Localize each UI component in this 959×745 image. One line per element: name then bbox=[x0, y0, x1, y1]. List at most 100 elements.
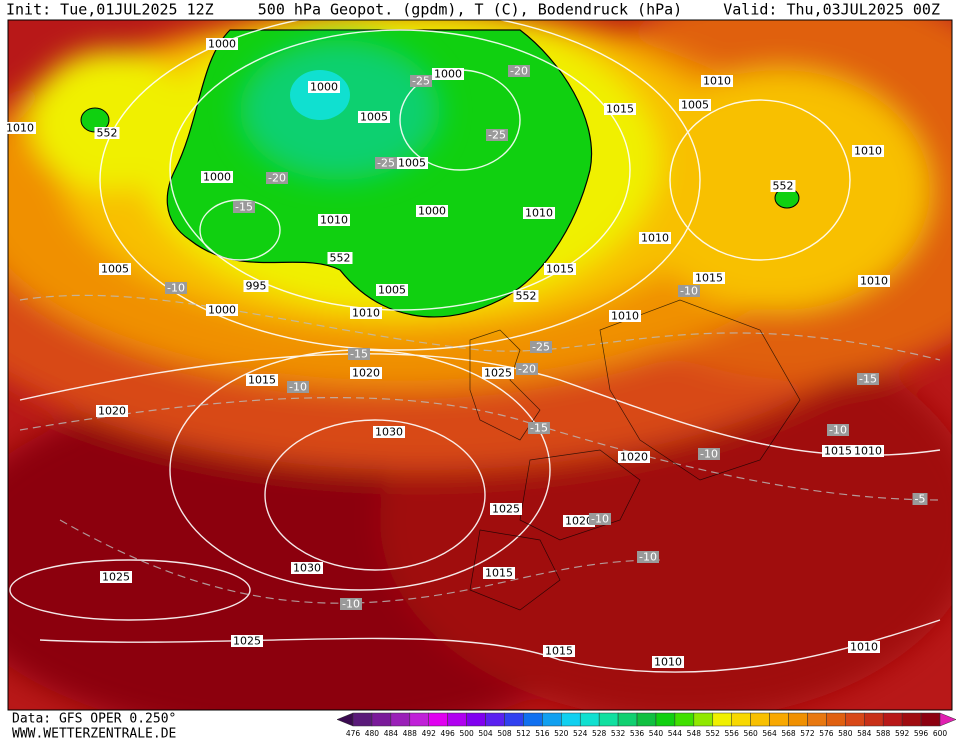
pressure-label: 1025 bbox=[492, 503, 520, 516]
colorbar-swatch bbox=[826, 712, 846, 727]
colorbar-label: 584 bbox=[857, 729, 872, 738]
colorbar-label: 588 bbox=[876, 729, 891, 738]
colorbar-swatch bbox=[807, 712, 827, 727]
pressure-label-group: 1010 bbox=[652, 656, 684, 669]
pressure-label-group: 1025 bbox=[231, 635, 263, 648]
colorbar-label: 508 bbox=[497, 729, 512, 738]
pressure-label-group: 1000 bbox=[416, 205, 448, 218]
temperature-label-box bbox=[165, 282, 187, 294]
pressure-label-box bbox=[822, 445, 854, 457]
colorbar-label: 572 bbox=[800, 729, 815, 738]
pressure-label-group: 1000 bbox=[201, 171, 233, 184]
pressure-label-box bbox=[679, 99, 711, 111]
temperature-label: -25 bbox=[377, 157, 395, 170]
pressure-label: 1010 bbox=[611, 310, 639, 323]
temperature-label: -20 bbox=[510, 65, 528, 78]
colorbar-swatch bbox=[542, 712, 562, 727]
pressure-label: 1010 bbox=[860, 275, 888, 288]
colorbar-label: 476 bbox=[346, 729, 361, 738]
colorbar-swatch bbox=[447, 712, 467, 727]
pressure-label: 1010 bbox=[703, 75, 731, 88]
pressure-label-box bbox=[318, 214, 350, 226]
height-label: 552 bbox=[97, 127, 118, 140]
colorbar-swatch bbox=[352, 712, 373, 727]
colorbar-label: 516 bbox=[535, 729, 550, 738]
pressure-label-box bbox=[848, 641, 880, 653]
pressure-label-group: 1010 bbox=[852, 145, 884, 158]
temperature-label-box bbox=[340, 598, 362, 610]
colorbar-swatch bbox=[617, 712, 638, 727]
pressure-label-box bbox=[652, 656, 684, 668]
pressure-label: 1010 bbox=[320, 214, 348, 227]
pressure-label: 1015 bbox=[485, 567, 513, 580]
temperature-label-box bbox=[486, 129, 508, 141]
map-labels: 1000 1000 1000 1005 1005 1000 1010 1000 1010 995 1… bbox=[4, 38, 928, 669]
temperature-label-box bbox=[857, 373, 879, 385]
pressure-label: 1000 bbox=[418, 205, 446, 218]
pressure-label: 1005 bbox=[360, 111, 388, 124]
colorbar-swatch bbox=[371, 712, 392, 727]
colorbar-label: 560 bbox=[743, 729, 758, 738]
pressure-label: 1020 bbox=[565, 515, 593, 528]
pressure-label-group: 1030 bbox=[291, 562, 323, 575]
colorbar-swatch bbox=[504, 712, 524, 727]
temperature-label-group: -15 bbox=[857, 373, 879, 386]
height-label-box bbox=[94, 127, 120, 139]
temperature-label: -10 bbox=[700, 448, 718, 461]
colorbar-label: 580 bbox=[838, 729, 853, 738]
pressure-label: 1010 bbox=[352, 307, 380, 320]
pressure-label-box bbox=[523, 207, 555, 219]
height-label: 552 bbox=[773, 180, 794, 193]
pressure-label-box bbox=[4, 122, 36, 134]
temperature-label: -15 bbox=[530, 422, 548, 435]
height-label-group: 552 bbox=[513, 290, 539, 303]
pressure-label: 1015 bbox=[824, 445, 852, 458]
temperature-label-box bbox=[698, 448, 720, 460]
pressure-label-group: 1030 bbox=[373, 426, 405, 439]
temperature-label-group: -25 bbox=[410, 75, 432, 88]
pressure-label-group: 1010 bbox=[848, 641, 880, 654]
temperature-label-group: -10 bbox=[678, 285, 700, 298]
pressure-label: 1025 bbox=[484, 367, 512, 380]
colorbar-label: 492 bbox=[422, 729, 437, 738]
temperature-label: -10 bbox=[342, 598, 360, 611]
temperature-label-box bbox=[528, 422, 550, 434]
temperature-label-group: -25 bbox=[375, 157, 397, 170]
temperature-label-group: -10 bbox=[589, 513, 611, 526]
pressure-label: 1000 bbox=[203, 171, 231, 184]
pressure-label-group: 1010 bbox=[701, 75, 733, 88]
height-label-box bbox=[327, 252, 353, 264]
pressure-label: 1010 bbox=[854, 445, 882, 458]
pressure-label-group: 1000 bbox=[432, 68, 464, 81]
colorbar-swatch bbox=[769, 712, 789, 727]
colorbar-high-arrow bbox=[939, 712, 957, 727]
pressure-label: 1020 bbox=[620, 451, 648, 464]
temperature-label: -10 bbox=[829, 424, 847, 437]
colorbar-swatch bbox=[485, 712, 505, 727]
colorbar: 476 480 484 488 492 496 500 504 508 512 516 520 524 5… bbox=[336, 712, 957, 738]
colorbar-label: 532 bbox=[611, 729, 626, 738]
temperature-label-group: -5 bbox=[912, 493, 928, 506]
pressure-label-group: 1010 bbox=[858, 275, 890, 288]
pressure-label-group: 1025 bbox=[100, 571, 132, 584]
pressure-label-box bbox=[543, 645, 575, 657]
init-time: Init: Tue,01JUL2025 12Z bbox=[6, 1, 214, 19]
pressure-label-group: 1010 bbox=[4, 122, 36, 135]
pressure-label-box bbox=[858, 275, 890, 287]
height-label-box bbox=[770, 180, 796, 192]
colorbar-label: 484 bbox=[384, 729, 399, 738]
temperature-label-box bbox=[827, 424, 849, 436]
pressure-label-box bbox=[693, 272, 725, 284]
colorbar-label: 536 bbox=[630, 729, 645, 738]
pressure-label-group: 1015 bbox=[543, 645, 575, 658]
temperature-label: -5 bbox=[915, 493, 926, 506]
height-label-group: 552 bbox=[327, 252, 353, 265]
colorbar-label: 488 bbox=[403, 729, 418, 738]
colorbar-swatch bbox=[731, 712, 751, 727]
pressure-label-group: 1015 bbox=[483, 567, 515, 580]
temperature-label: -20 bbox=[268, 172, 286, 185]
pressure-label-group: 1010 bbox=[350, 307, 382, 320]
pressure-label-box bbox=[308, 81, 340, 93]
temperature-label-box bbox=[530, 341, 552, 353]
